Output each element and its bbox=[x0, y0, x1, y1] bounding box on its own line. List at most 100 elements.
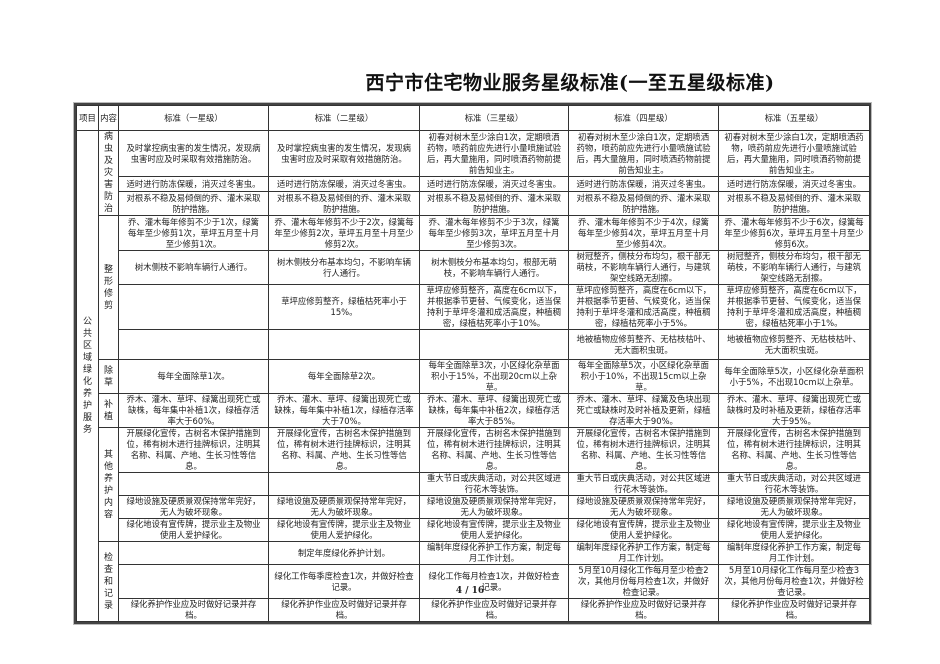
standard-cell-level-2: 制定年度绿化养护计划。 bbox=[268, 541, 420, 565]
standard-cell-level-2: 对根系不稳及易倾倒的乔、灌木采取防护措施。 bbox=[268, 191, 420, 216]
standard-cell-level-2: 草坪应修剪整齐，绿植枯死率小于15%。 bbox=[268, 284, 420, 330]
standard-cell-level-5: 绿化地设有宣传牌，提示业主及物业使用人爱护绿化。 bbox=[718, 518, 870, 542]
standard-cell-level-2: 绿化地设有宣传牌，提示业主及物业使用人爱护绿化。 bbox=[268, 518, 420, 542]
standard-cell-level-4: 绿化地设有宣传牌，提示业主及物业使用人爱护绿化。 bbox=[568, 518, 719, 542]
standard-cell-level-4: 草坪应修剪整齐，高度在6cm以下，并根据季节更替、气候变化，适当保持利于草坪冬灌… bbox=[568, 284, 719, 330]
standard-cell-level-4: 绿地设施及硬质景观保持常年完好，无人为破坏现象。 bbox=[568, 495, 719, 519]
standard-cell-level-3: 重大节日或庆典活动，对公共区域进行花木等装饰。 bbox=[419, 472, 569, 496]
standard-cell-level-5: 重大节日或庆典活动，对公共区域进行花木等装饰。 bbox=[718, 472, 870, 496]
standard-cell-level-4: 每年全面除草5次，小区绿化杂草面积小于10%，不出现15cm以上杂草。 bbox=[568, 359, 719, 394]
header-level-2: 标准（二星级） bbox=[268, 105, 420, 131]
table-row: 检查和记录 制定年度绿化养护计划。 编制年度绿化养护工作方案，制定每月工作计划。 编制… bbox=[77, 541, 870, 622]
standard-cell-level-5: 树冠整齐，侧枝分布均匀，根干部无萌枝，不影响车辆行人通行，与建筑架空线路无刮擦。 bbox=[718, 250, 870, 285]
header-content: 内容 bbox=[98, 105, 119, 131]
table-row: 绿化养护作业应及时做好记录并存档。 绿化养护作业应及时做好记录并存档。 绿化养护作业… bbox=[77, 598, 870, 622]
standard-cell-level-3: 开展绿化宣传，古树名木保护措施到位，稀有树木进行挂牌标识，注明其名称、科属、产地… bbox=[419, 427, 569, 473]
standard-cell-level-5: 初春对树木至少涂白1次，定期喷洒药物，喷药前应先进行小量喷施试验后，再大量施用，… bbox=[718, 129, 870, 178]
standard-cell-level-5: 绿化养护作业应及时做好记录并存档。 bbox=[718, 598, 870, 622]
project-cell: 公共区域绿化养护服务 bbox=[76, 130, 99, 622]
standard-cell-level-1: 每年全面除草1次。 bbox=[118, 359, 269, 394]
standard-cell-level-1: 绿地设施及硬质景观保持常年完好，无人为破坏现象。 bbox=[118, 495, 269, 519]
header-level-4: 标准（四星级） bbox=[568, 105, 719, 131]
standard-cell-level-3: 草坪应修剪整齐，高度在6cm以下，并根据季节更替、气候变化，适当保持利于草坪冬灌… bbox=[419, 284, 569, 330]
table-row: 草坪应修剪整齐，绿植枯死率小于15%。 草坪应修剪整齐，高度在6cm以下，并根据季… bbox=[77, 284, 870, 330]
standard-cell-level-2 bbox=[268, 329, 420, 360]
standard-cell-level-5: 乔、灌木每年修剪不少于6次，绿篱每年至少修剪6次，草坪五月至十月至少修剪6次。 bbox=[718, 215, 870, 251]
standard-cell-level-2: 绿化养护作业应及时做好记录并存档。 bbox=[268, 598, 420, 622]
table-row: 绿化地设有宣传牌，提示业主及物业使用人爱护绿化。 绿化地设有宣传牌，提示业主及物业… bbox=[77, 518, 870, 542]
standard-cell-level-1: 开展绿化宣传，古树名木保护措施到位，稀有树木进行挂牌标识，注明其名称、科属、产地… bbox=[118, 427, 269, 473]
standard-cell-level-3: 乔、灌木每年修剪不少于3次，绿篱每年至少修剪3次，草坪五月至十月至少修剪3次。 bbox=[419, 215, 569, 251]
standard-cell-level-1: 乔木、灌木、草坪、绿篱出现死亡或缺株，每年集中补植1次，绿植存活率大于60%。 bbox=[118, 393, 269, 428]
standard-cell-level-5: 对根系不稳及易倾倒的乔、灌木采取防护措施。 bbox=[718, 191, 870, 216]
standard-cell-level-5: 每年全面除草5次，小区绿化杂草面积小于5%，不出现10cm以上杂草。 bbox=[718, 359, 870, 394]
standard-cell-level-1: 及时掌控病虫害的发生情况，发现病虫害时应及时采取有效措施防治。 bbox=[118, 129, 269, 178]
standards-table-container: 项目 内容 标准（一星级） 标准（二星级） 标准（三星级） 标准（四星级） 标准… bbox=[74, 103, 871, 624]
standard-cell-level-4: 开展绿化宣传，古树名木保护措施到位，稀有树木进行挂牌标识，注明其名称、科属、产地… bbox=[568, 427, 719, 473]
standard-cell-level-3: 适时进行防冻保暖，消灭过冬害虫。 bbox=[419, 176, 569, 193]
header-level-1: 标准（一星级） bbox=[118, 105, 269, 131]
page-number: 4 / 16 bbox=[455, 586, 485, 596]
standard-cell-level-4: 5月至10月绿化工作每月至少检查2次，其他月份每月检查1次，并做好检查记录。 bbox=[568, 564, 719, 599]
table-row: 对根系不稳及易倾倒的乔、灌木采取防护措施。 对根系不稳及易倾倒的乔、灌木采取防护措… bbox=[77, 191, 870, 216]
standard-cell-level-5: 草坪应修剪整齐，高度在6cm以下，并根据季节更替、气候变化，适当保持利于草坪冬灌… bbox=[718, 284, 870, 330]
table-body: 公共区域绿化养护服务 病虫及灾害防治 及时掌控病虫害的发生情况，发现病虫害时应及时采… bbox=[76, 129, 870, 622]
standard-cell-level-3: 每年全面除草3次，小区绿化杂草面积小于15%，不出现20cm以上杂草。 bbox=[419, 359, 569, 394]
standard-cell-level-2: 适时进行防冻保暖，消灭过冬害虫。 bbox=[268, 176, 420, 193]
standard-cell-level-4: 乔、灌木每年修剪不少于4次，绿篱每年至少修剪4次，草坪五月至十月至少修剪4次。 bbox=[568, 215, 719, 251]
header-level-3: 标准（三星级） bbox=[419, 105, 569, 131]
content-category-cell: 整形修剪 bbox=[98, 215, 119, 360]
standard-cell-level-5: 5月至10月绿化工作每月至少检查3次，其他月份每月检查1次，并做好检查记录。 bbox=[718, 564, 870, 599]
table-row: 补植 乔木、灌木、草坪、绿篱出现死亡或缺株，每年集中补植1次，绿植存活率大于60%… bbox=[77, 393, 870, 428]
table-row: 其他养护内容 开展绿化宣传，古树名木保护措施到位，稀有树木进行挂牌标识，注明其名称… bbox=[77, 427, 870, 542]
standard-cell-level-2: 及时掌控病虫害的发生情况，发现病虫害时应及时采取有效措施防治。 bbox=[268, 129, 420, 178]
standard-cell-level-2: 乔木、灌木、草坪、绿篱出现死亡或缺株，每年集中补植1次，绿植存活率大于70%。 bbox=[268, 393, 420, 428]
content-category-cell: 补植 bbox=[98, 393, 119, 428]
standard-cell-level-3: 绿地设施及硬质景观保持常年完好，无人为破坏现象。 bbox=[419, 495, 569, 519]
standard-cell-level-5: 乔木、灌木、草坪、绿篱出现死亡或缺株时及时补植及更新，绿植存活率大于95%。 bbox=[718, 393, 870, 428]
standard-cell-level-2: 开展绿化宣传，古树名木保护措施到位，稀有树木进行挂牌标识，注明其名称、科属、产地… bbox=[268, 427, 420, 473]
page-title: 西宁市住宅物业服务星级标准(一至五星级标准) bbox=[365, 72, 775, 94]
content-category-cell: 除草 bbox=[98, 359, 119, 394]
standard-cell-level-2: 绿地设施及硬质景观保持常年完好，无人为破坏现象。 bbox=[268, 495, 420, 519]
table-row: 公共区域绿化养护服务 病虫及灾害防治 及时掌控病虫害的发生情况，发现病虫害时应及时采… bbox=[76, 129, 870, 622]
standard-cell-level-3: 绿化地设有宣传牌，提示业主及物业使用人爱护绿化。 bbox=[419, 518, 569, 542]
table-row: 适时进行防冻保暖，消灭过冬害虫。 适时进行防冻保暖，消灭过冬害虫。 适时进行防冻保暖… bbox=[77, 176, 870, 193]
standard-cell-level-1: 乔、灌木每年修剪不少于1次，绿篱每年至少修剪1次，草坪五月至十月至少修剪1次。 bbox=[118, 215, 269, 251]
standard-cell-level-4: 树冠整齐，侧枝分布均匀，根干部无萌枝，不影响车辆行人通行，与建筑架空线路无刮擦。 bbox=[568, 250, 719, 285]
standard-cell-level-4: 绿化养护作业应及时做好记录并存档。 bbox=[568, 598, 719, 622]
standard-cell-level-3: 对根系不稳及易倾倒的乔、灌木采取防护措施。 bbox=[419, 191, 569, 216]
content-category-cell: 检查和记录 bbox=[98, 541, 119, 622]
standard-cell-level-2: 树木侧枝分布基本均匀，不影响车辆行人通行。 bbox=[268, 250, 420, 285]
standard-cell-level-2: 乔、灌木每年修剪不少于2次，绿篱每年至少修剪2次，草坪五月至十月至少修剪2次。 bbox=[268, 215, 420, 251]
table-row: 绿地设施及硬质景观保持常年完好，无人为破坏现象。 绿地设施及硬质景观保持常年完好，… bbox=[77, 495, 870, 519]
standard-cell-level-3 bbox=[419, 329, 569, 360]
header-item: 项目 bbox=[76, 105, 99, 131]
standard-cell-level-3: 树木侧枝分布基本均匀，根部无萌枝，不影响车辆行人通行。 bbox=[419, 250, 569, 285]
standard-cell-level-5: 地被植物应修剪整齐、无枯枝枯叶、无大面积虫斑。 bbox=[718, 329, 870, 360]
standard-cell-level-4: 对根系不稳及易倾倒的乔、灌木采取防护措施。 bbox=[568, 191, 719, 216]
standard-cell-level-4: 重大节日或庆典活动，对公共区域进行花木等装饰。 bbox=[568, 472, 719, 496]
content-category-cell: 病虫及灾害防治 bbox=[98, 130, 119, 216]
standard-cell-level-1 bbox=[118, 472, 269, 496]
standard-cell-level-1: 绿化养护作业应及时做好记录并存档。 bbox=[118, 598, 269, 622]
standard-cell-level-4: 适时进行防冻保暖，消灭过冬害虫。 bbox=[568, 176, 719, 193]
table-row: 整形修剪 乔、灌木每年修剪不少于1次，绿篱每年至少修剪1次，草坪五月至十月至少修剪… bbox=[77, 215, 870, 360]
standard-cell-level-4: 初春对树木至少涂白1次，定期喷洒药物，喷药前应先进行小量喷施试验后，再大量施用，… bbox=[568, 129, 719, 178]
standard-cell-level-1 bbox=[118, 284, 269, 330]
standard-cell-level-5: 绿地设施及硬质景观保持常年完好，无人为破坏现象。 bbox=[718, 495, 870, 519]
standard-cell-level-2 bbox=[268, 472, 420, 496]
standard-cell-level-1: 树木侧枝不影响车辆行人通行。 bbox=[118, 250, 269, 285]
standard-cell-level-1: 绿化地设有宣传牌，提示业主及物业使用人爱护绿化。 bbox=[118, 518, 269, 542]
standard-cell-level-2: 每年全面除草2次。 bbox=[268, 359, 420, 394]
standard-cell-level-3: 乔木、灌木、草坪、绿篱出现死亡或缺株，每年集中补植2次，绿植存活率大于85%。 bbox=[419, 393, 569, 428]
standard-cell-level-1 bbox=[118, 329, 269, 360]
standard-cell-level-5: 编制年度绿化养护工作方案，制定每月工作计划。 bbox=[718, 541, 870, 565]
standards-table: 项目 内容 标准（一星级） 标准（二星级） 标准（三星级） 标准（四星级） 标准… bbox=[76, 105, 870, 622]
standard-cell-level-3: 初春对树木至少涂白1次，定期喷洒药物，喷药前应先进行小量喷施试验后，再大量施用，… bbox=[419, 129, 569, 178]
standard-cell-level-5: 适时进行防冻保暖，消灭过冬害虫。 bbox=[718, 176, 870, 193]
standard-cell-level-1: 对根系不稳及易倾倒的乔、灌木采取防护措施。 bbox=[118, 191, 269, 216]
standard-cell-level-4: 地被植物应修剪整齐、无枯枝枯叶、无大面积虫斑。 bbox=[568, 329, 719, 360]
table-row: 树木侧枝不影响车辆行人通行。 树木侧枝分布基本均匀，不影响车辆行人通行。 树木侧枝分… bbox=[77, 250, 870, 285]
table-row: 除草 每年全面除草1次。 每年全面除草2次。 每年全面除草3次，小区绿化杂草面积小于1… bbox=[77, 359, 870, 394]
